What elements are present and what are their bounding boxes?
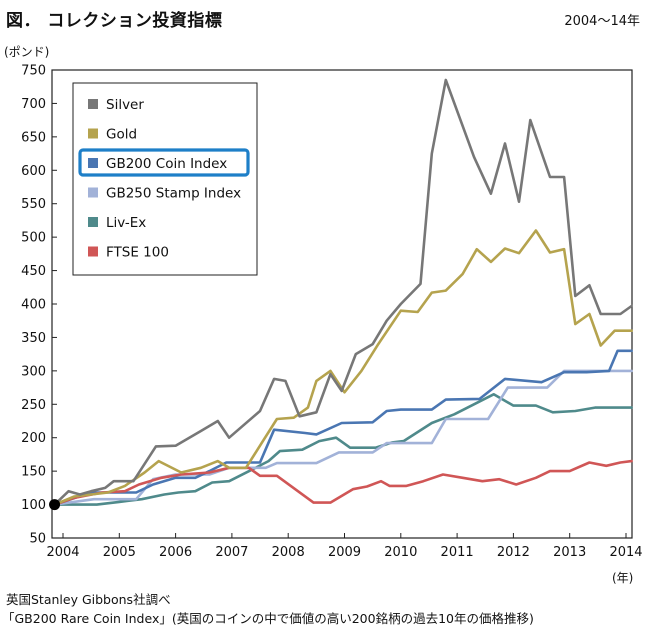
legend-entry: FTSE 100 xyxy=(106,245,169,261)
x-tick-label: 2013 xyxy=(553,545,586,560)
legend-entry: Liv-Ex xyxy=(106,215,146,231)
legend-swatch xyxy=(88,246,98,257)
description-note: 「GB200 Rare Coin Index」(英国のコインの中で価値の高い20… xyxy=(2,611,534,626)
legend-swatch xyxy=(88,158,98,168)
x-tick-label: 2014 xyxy=(609,545,642,560)
y-axis-label: (ポンド) xyxy=(4,45,49,59)
y-tick-label: 750 xyxy=(21,64,46,79)
line-chart: (ポンド) (年) 501001502002503003504004505005… xyxy=(4,45,643,585)
legend-entry: GB250 Stamp Index xyxy=(106,186,241,202)
x-axis-label: (年) xyxy=(612,571,633,585)
y-tick-label: 250 xyxy=(21,398,46,413)
legend: Silver Gold GB200 Coin Index GB250 Stamp In… xyxy=(72,82,258,276)
y-tick-label: 600 xyxy=(21,164,46,179)
series-line-liv-ex xyxy=(53,393,633,506)
y-tick-label: 550 xyxy=(21,197,46,212)
series-line-gold xyxy=(53,229,633,506)
series-line-ftse-100 xyxy=(53,459,633,506)
series-line-gb200-coin-index xyxy=(53,349,633,506)
x-tick-label: 2004 xyxy=(46,545,79,560)
x-tick-label: 2008 xyxy=(272,545,305,560)
y-tick-label: 450 xyxy=(21,264,46,279)
legend-entry: GB200 Coin Index xyxy=(106,156,227,172)
series-lines xyxy=(49,78,633,511)
legend-entry: Silver xyxy=(106,97,144,113)
axes: 50 100 150 200 250 300 350 400 450 500 550 600 650 70… xyxy=(21,64,642,561)
y-tick-label: 700 xyxy=(21,97,46,112)
y-tick-label: 500 xyxy=(21,231,46,246)
y-tick-label: 150 xyxy=(21,465,46,480)
y-tick-label: 400 xyxy=(21,298,46,313)
y-tick-label: 300 xyxy=(21,364,46,379)
legend-swatch xyxy=(88,217,98,227)
y-tick-label: 350 xyxy=(21,331,46,346)
period-label: 2004～14年 xyxy=(564,14,640,29)
legend-box xyxy=(72,82,258,276)
legend-swatch xyxy=(88,128,98,139)
y-tick-label: 650 xyxy=(21,130,46,145)
y-tick-label: 50 xyxy=(29,532,46,547)
y-tick-label: 100 xyxy=(21,498,46,513)
x-tick-label: 2006 xyxy=(159,545,192,560)
start-point-marker xyxy=(49,499,61,511)
y-tick-label: 200 xyxy=(21,431,46,446)
legend-entry: Gold xyxy=(106,127,137,143)
legend-highlight xyxy=(78,148,250,177)
x-tick-label: 2011 xyxy=(441,545,474,560)
series-line-silver xyxy=(53,78,633,506)
page-title: 図． コレクション投資指標 xyxy=(6,11,223,31)
x-tick-label: 2010 xyxy=(384,545,417,560)
x-tick-label: 2012 xyxy=(497,545,530,560)
x-tick-label: 2009 xyxy=(328,545,361,560)
source-note: 英国Stanley Gibbons社調べ xyxy=(6,592,171,607)
x-tick-label: 2005 xyxy=(103,545,136,560)
legend-swatch xyxy=(88,99,98,109)
legend-swatch xyxy=(88,187,98,198)
x-tick-label: 2007 xyxy=(215,545,248,560)
